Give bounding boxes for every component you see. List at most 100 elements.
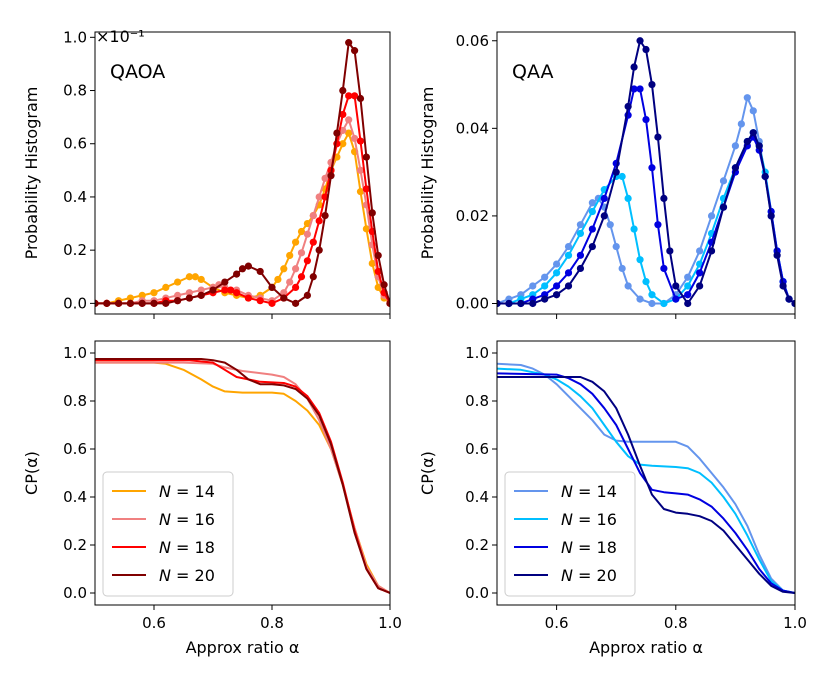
qaoa-hist-point-n18 xyxy=(244,294,252,302)
qaa-hist-point-n16 xyxy=(630,225,638,233)
qaa-hist-point-n20 xyxy=(505,299,513,308)
qaa-cp-ytick-label: 0.2 xyxy=(465,536,489,554)
qaoa-hist-point-n14 xyxy=(297,227,306,236)
qaoa-hist-point-n18 xyxy=(297,273,306,281)
qaa-hist-title: QAA xyxy=(512,61,553,83)
qaoa-hist-point-n18 xyxy=(256,297,264,305)
qaa-cp-xlabel: Approx ratio α xyxy=(589,638,703,657)
qaoa-hist-point-n16 xyxy=(315,193,323,201)
qaa-hist-point-n14 xyxy=(684,273,692,281)
qaa-hist-point-n18 xyxy=(576,251,585,259)
qaoa-hist-point-n20 xyxy=(150,299,158,307)
qaa-hist-point-n16 xyxy=(541,282,549,290)
qaa-hist-point-n20 xyxy=(648,80,656,89)
qaoa-hist-point-n18 xyxy=(351,92,359,100)
qaa-hist-point-n20 xyxy=(541,295,549,303)
qaoa-hist-point-n20 xyxy=(321,211,329,220)
qaoa-hist-point-n20 xyxy=(315,246,323,254)
qaoa-hist-point-n14 xyxy=(286,251,294,260)
qaoa-hist-ytick-label: 0.4 xyxy=(63,188,87,206)
qaa-hist-ytick-label: 0.06 xyxy=(456,32,489,50)
qaa-hist-point-n20 xyxy=(672,282,680,290)
qaa-hist-point-n14 xyxy=(564,242,573,251)
qaoa-hist-point-n14 xyxy=(292,238,300,246)
qaa-hist-point-n16 xyxy=(636,256,644,264)
qaoa-hist-point-n20 xyxy=(233,270,241,278)
qaoa-hist-point-n14 xyxy=(368,259,376,268)
qaa-hist-point-n16 xyxy=(576,229,585,238)
qaoa-hist-point-n20 xyxy=(197,291,205,299)
qaa-hist-ytick-label: 0.00 xyxy=(456,294,489,312)
qaoa-hist-point-n14 xyxy=(274,275,282,284)
qaoa-cp-ytick-label: 0.2 xyxy=(63,536,87,554)
qaoa-cp-ylabel: CP(α) xyxy=(22,451,41,495)
qaoa-cp-ytick-label: 0.6 xyxy=(63,440,87,458)
qaoa-cp-xtick-label: 0.6 xyxy=(142,614,166,632)
qaoa-hist-point-n16 xyxy=(351,134,359,143)
qaa-hist-point-n14 xyxy=(618,264,626,273)
qaa-cp-xtick-label: 0.8 xyxy=(664,614,688,632)
qaa-cp-axes-frame xyxy=(496,340,796,606)
qaoa-hist-point-n20 xyxy=(268,283,276,291)
qaa-hist-point-n20 xyxy=(600,212,608,220)
qaa-hist-point-n20 xyxy=(642,45,650,54)
qaa-hist-line-n20 xyxy=(497,39,795,305)
qaoa-hist-point-n20 xyxy=(386,299,390,307)
qaa-hist-point-n14 xyxy=(588,199,596,207)
qaa-hist-point-n20 xyxy=(624,102,632,111)
qaoa-hist-point-n20 xyxy=(380,281,388,289)
qaoa-hist-point-n18 xyxy=(268,299,276,307)
qaoa-hist-point-n18 xyxy=(339,110,347,119)
qaa-hist-point-n20 xyxy=(767,212,775,220)
qaa-hist-point-n14 xyxy=(707,212,716,220)
qaoa-hist-point-n20 xyxy=(103,299,111,307)
qaoa-hist-point-n14 xyxy=(191,273,199,281)
qaa-hist-point-n20 xyxy=(779,282,787,290)
qaa-cp-legend-label-n16: N = 16 xyxy=(561,510,617,529)
qaoa-cp-legend-label-n16: N = 16 xyxy=(159,510,215,529)
qaa-hist-point-n18 xyxy=(672,295,680,303)
qaa-hist-point-n20 xyxy=(755,142,763,150)
qaa-hist-point-n20 xyxy=(660,194,668,202)
qaoa-hist-point-n18 xyxy=(292,283,300,291)
qaa-hist-point-n18 xyxy=(660,264,668,273)
qaoa-hist-point-n20 xyxy=(138,299,146,307)
qaa-hist-point-n20 xyxy=(761,172,769,181)
qaoa-hist-point-n14 xyxy=(280,265,288,273)
qaa-cp-ytick-label: 1.0 xyxy=(465,344,489,362)
qaa-hist-point-n20 xyxy=(497,299,501,308)
qaa-hist-point-n18 xyxy=(696,269,704,277)
qaa-hist-point-n16 xyxy=(553,269,561,277)
qaoa-hist-point-n20 xyxy=(356,94,365,103)
qaoa-hist-point-n14 xyxy=(339,140,347,148)
qaoa-hist-point-n18 xyxy=(356,137,365,145)
qaoa-hist-point-n14 xyxy=(185,273,193,281)
qaoa-hist-line-n16 xyxy=(95,118,390,305)
qaa-hist-point-n18 xyxy=(600,194,608,202)
qaa-cumulative-panel: 0.6 0.8 1.0 0.0 0.2 0.4 0.6 0.8 1.0 CP(α) Approx r… xyxy=(418,340,807,657)
qaoa-hist-ytick-label: 0.2 xyxy=(63,241,87,259)
qaa-hist-point-n16 xyxy=(642,278,650,286)
qaa-cp-line-n14 xyxy=(497,362,795,594)
qaoa-hist-point-n20 xyxy=(339,86,347,95)
qaa-cp-ytick-label: 0.8 xyxy=(465,392,489,410)
qaoa-hist-point-n20 xyxy=(95,299,99,307)
qaoa-hist-point-n16 xyxy=(303,230,311,238)
qaoa-cp-xtick-label: 1.0 xyxy=(378,614,402,632)
qaa-hist-line-n14 xyxy=(497,96,795,305)
qaa-cp-legend-label-n14: N = 14 xyxy=(561,482,617,501)
qaa-hist-point-n20 xyxy=(654,133,662,141)
qaa-hist-point-n18 xyxy=(654,221,662,229)
qaoa-cp-legend-label-n18: N = 18 xyxy=(159,538,215,557)
qaoa-hist-point-n16 xyxy=(321,174,329,182)
qaoa-hist-point-n20 xyxy=(115,299,123,307)
qaoa-hist-point-n18 xyxy=(345,92,353,100)
qaa-hist-point-n20 xyxy=(588,242,596,251)
qaa-hist-point-n18 xyxy=(564,269,573,277)
qaa-hist-point-n20 xyxy=(630,63,638,71)
qaa-cp-line-n18 xyxy=(497,372,795,594)
qaoa-cp-ytick-label: 1.0 xyxy=(63,344,87,362)
qaa-hist-ylabel: Probability Histogram xyxy=(418,87,437,260)
qaa-hist-point-n18 xyxy=(588,225,596,233)
